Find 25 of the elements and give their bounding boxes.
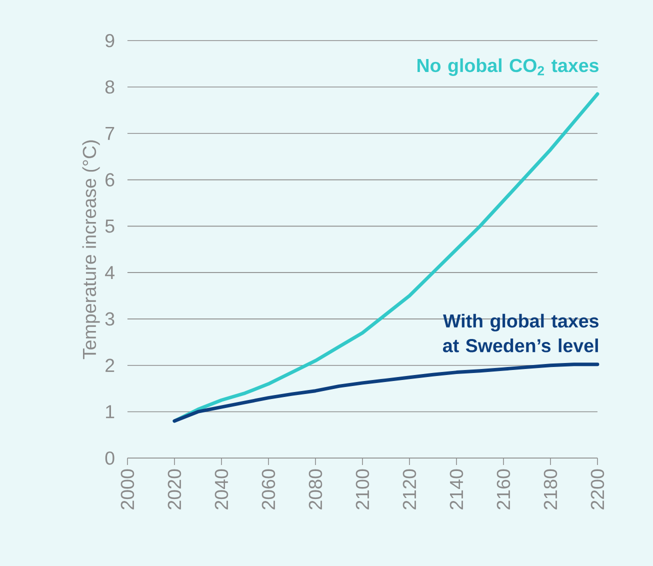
x-tick-label: 2100 (356, 469, 370, 510)
y-tick-label: 8 (105, 80, 114, 94)
y-tick-label: 5 (105, 220, 114, 233)
y-tick-label: 9 (105, 34, 114, 48)
x-tick-label: 2160 (496, 469, 510, 510)
series-label: With global taxes at Sweden’s level (442, 314, 598, 352)
x-tick-label: 2180 (544, 469, 558, 510)
x-tick-label: 2060 (262, 469, 276, 510)
y-tick-label: 6 (106, 173, 114, 186)
x-tick-label: 2020 (168, 469, 182, 510)
y-tick-label: 0 (105, 451, 114, 465)
y-tick-label: 1 (106, 405, 114, 418)
x-tick-label: 2080 (308, 469, 322, 510)
x-tick-label: 2040 (214, 469, 228, 510)
x-tick-label: 2140 (450, 469, 464, 510)
y-tick-label: 7 (106, 126, 114, 140)
line-series (172, 362, 600, 423)
y-tick-label: 4 (105, 266, 114, 279)
x-tick-label: 2000 (120, 469, 134, 510)
y-axis-title: Temperature increase (°C) (82, 140, 100, 360)
y-tick-label: 2 (106, 358, 114, 372)
series-label: No global CO$_{2}$ taxes (418, 58, 598, 76)
x-tick-label: 2200 (590, 469, 604, 510)
y-tick-label: 3 (105, 312, 114, 326)
x-tick-label: 2120 (402, 469, 416, 510)
